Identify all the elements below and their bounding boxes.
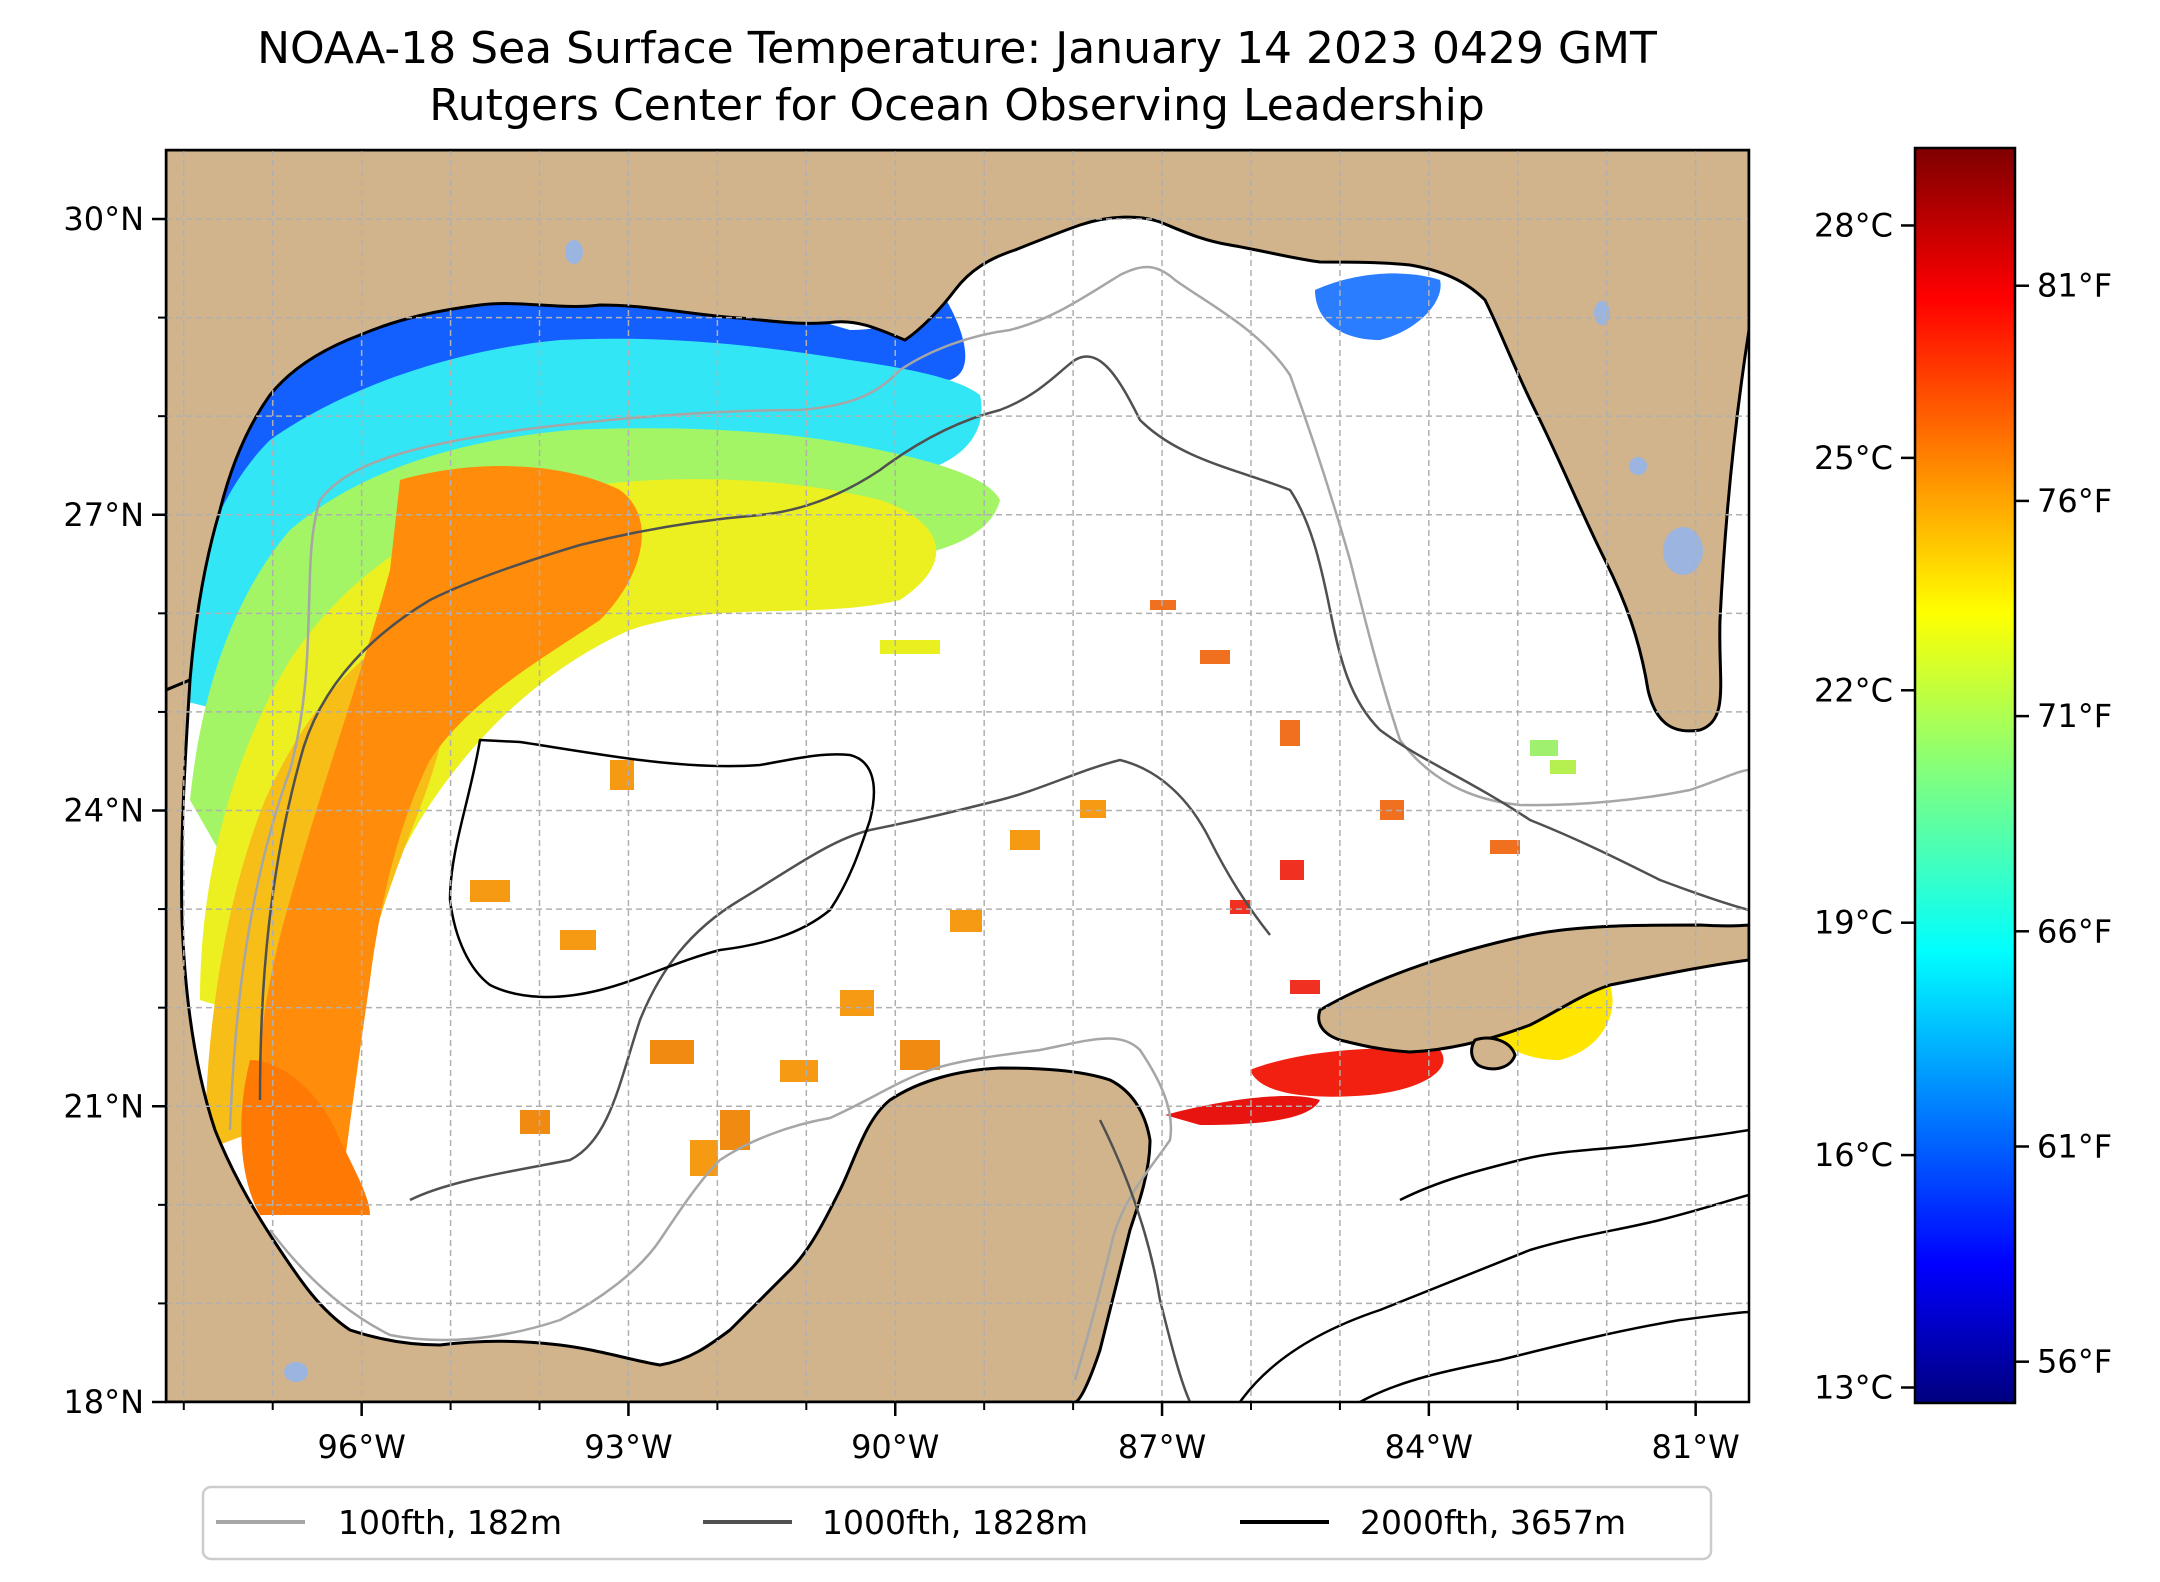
sst-patch xyxy=(1230,900,1250,914)
legend-item-2000fth: 2000fth, 3657m xyxy=(1240,1503,1626,1542)
lon-tick-label: 93°W xyxy=(584,1428,672,1466)
lon-tick-label: 96°W xyxy=(317,1428,405,1466)
colorbar-fahrenheit-label: 81°F xyxy=(2037,267,2112,305)
contour-2000fth xyxy=(448,738,1749,1402)
contour-1000fth xyxy=(258,355,1749,1402)
colorbar-fahrenheit-label: 56°F xyxy=(2037,1343,2112,1381)
longitude-axis: 96°W 93°W 90°W 87°W 84°W 81°W xyxy=(182,1402,1740,1466)
colorbar-celsius-label: 25°C xyxy=(1814,439,1893,477)
colorbar-celsius-label: 13°C xyxy=(1814,1369,1893,1407)
sst-patch xyxy=(520,1110,550,1134)
lon-tick-label: 90°W xyxy=(851,1428,939,1466)
sst-patch xyxy=(650,1040,694,1064)
lat-tick-label: 24°N xyxy=(63,792,144,830)
sst-patch xyxy=(690,1140,718,1176)
legend-item-100fth: 100fth, 182m xyxy=(216,1503,562,1542)
colorbar-fahrenheit-label: 71°F xyxy=(2037,697,2112,735)
sst-coastal-cold-band xyxy=(190,284,966,620)
sst-orange-southwest xyxy=(241,1060,370,1215)
sst-patch xyxy=(1290,980,1320,994)
legend-label-2000fth: 2000fth, 3657m xyxy=(1360,1503,1626,1542)
lat-tick-label: 27°N xyxy=(63,496,144,534)
sst-patch xyxy=(950,910,982,932)
lon-tick-label: 81°W xyxy=(1651,1428,1739,1466)
map-frame xyxy=(164,148,1751,1404)
colorbar-fahrenheit-axis: 81°F 76°F 71°F 66°F 61°F 56°F xyxy=(2015,267,2112,1381)
lakes xyxy=(284,240,1703,1382)
chart-title: NOAA-18 Sea Surface Temperature: January… xyxy=(257,23,1657,74)
chart-subtitle: Rutgers Center for Ocean Observing Leade… xyxy=(429,80,1485,131)
sst-patch xyxy=(1380,800,1404,820)
sst-patch xyxy=(470,880,510,902)
land-cuba xyxy=(1317,923,1749,1054)
sst-cyan-band xyxy=(180,338,982,720)
sst-patch xyxy=(780,1060,818,1082)
sst-map xyxy=(164,148,1751,1404)
lat-tick-label: 21°N xyxy=(63,1087,144,1125)
sst-patch xyxy=(1010,830,1040,850)
bathymetry-contours xyxy=(228,265,1749,1402)
sst-patch xyxy=(560,930,596,950)
land-us-gulf-coast xyxy=(166,150,1749,733)
sst-patch xyxy=(1150,600,1176,610)
legend: 100fth, 182m 1000fth, 1828m 2000fth, 365… xyxy=(201,1485,1713,1561)
sst-patch xyxy=(1080,800,1106,818)
lat-tick-label: 30°N xyxy=(63,200,144,238)
lat-tick-label: 18°N xyxy=(63,1383,144,1421)
sst-patch xyxy=(1490,840,1520,854)
legend-item-1000fth: 1000fth, 1828m xyxy=(703,1503,1088,1542)
colorbar-fahrenheit-label: 61°F xyxy=(2037,1127,2112,1165)
sst-patch xyxy=(1280,720,1300,746)
legend-label-100fth: 100fth, 182m xyxy=(338,1503,562,1542)
sst-patch xyxy=(1550,760,1576,774)
latitude-axis: 30°N 27°N 24°N 21°N 18°N xyxy=(63,200,166,1421)
colorbar-gradient xyxy=(1913,146,2017,1405)
colorbar-celsius-label: 19°C xyxy=(1814,904,1893,942)
sst-patch xyxy=(900,1040,940,1070)
sst-patch xyxy=(720,1110,750,1150)
colorbar-celsius-label: 22°C xyxy=(1814,671,1893,709)
lake xyxy=(284,1362,308,1382)
sst-patch xyxy=(880,640,940,654)
sst-patch xyxy=(1280,860,1304,880)
sst-patch xyxy=(1530,740,1558,756)
lake xyxy=(1629,457,1647,475)
legend-box xyxy=(201,1485,1713,1561)
sst-patch xyxy=(840,990,874,1016)
colorbar-celsius-label: 28°C xyxy=(1814,206,1893,244)
sst-orange-loop-core xyxy=(256,466,642,1205)
colorbar-fahrenheit-label: 76°F xyxy=(2037,482,2112,520)
sst-cuba-red xyxy=(1250,1048,1444,1097)
sst-yucatan-channel-red xyxy=(1165,1095,1320,1125)
colorbar-celsius-label: 16°C xyxy=(1814,1136,1893,1174)
colorbar-fahrenheit-label: 66°F xyxy=(2037,912,2112,950)
sst-patch xyxy=(610,760,634,790)
land-mexico xyxy=(166,678,1152,1402)
legend-label-1000fth: 1000fth, 1828m xyxy=(822,1503,1088,1542)
land-isla-de-la-juventud xyxy=(1470,1036,1517,1071)
sst-field xyxy=(180,211,1613,1215)
lon-tick-label: 84°W xyxy=(1385,1428,1473,1466)
sst-blue-nw-florida xyxy=(1315,273,1441,340)
lake xyxy=(1594,301,1610,325)
colorbar-celsius-axis: 28°C 25°C 22°C 19°C 16°C 13°C xyxy=(1814,206,1915,1407)
lake-okeechobee xyxy=(1663,527,1703,575)
lon-tick-label: 87°W xyxy=(1118,1428,1206,1466)
sst-patch xyxy=(1200,650,1230,664)
land xyxy=(166,150,1749,1402)
colorbar: 28°C 25°C 22°C 19°C 16°C 13°C 81°F 76°F 71°F 66°… xyxy=(1814,146,2112,1407)
lake xyxy=(565,240,583,264)
gridlines xyxy=(166,150,1749,1402)
